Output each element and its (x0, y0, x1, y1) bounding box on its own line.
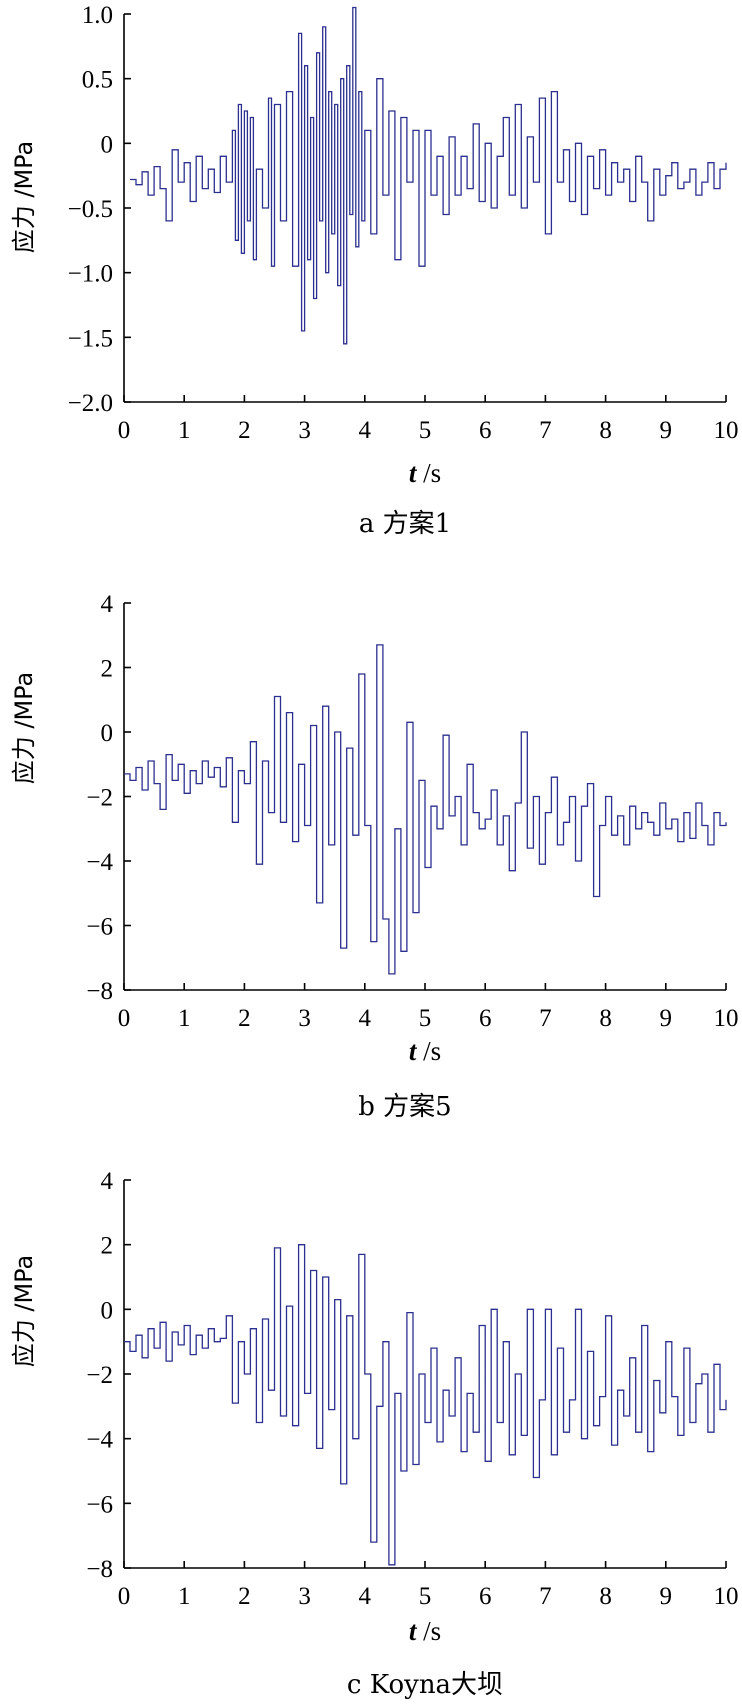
x-tick-label: 3 (298, 417, 311, 444)
x-tick-label: 8 (599, 1005, 612, 1032)
x-tick-label: 0 (118, 1005, 131, 1032)
y-tick-label: −1.0 (68, 261, 113, 288)
x-tick-label: 9 (660, 1005, 673, 1032)
panel-caption: a 方案1 (359, 509, 451, 539)
y-tick-label: −4 (86, 849, 113, 876)
x-tick-label: 3 (298, 1583, 311, 1610)
x-axis-unit: /s (416, 1616, 441, 1646)
y-tick-label: −2 (86, 1362, 113, 1389)
panel-a: 应力 /MPa t /s a 方案1 1.0 0.5 0 −0.5 −1.0 −1.5 −2… (10, 2, 739, 539)
y-axis-label: 应力 /MPa (10, 141, 38, 254)
x-tick-label: 7 (539, 1005, 552, 1032)
x-tick-label: 0 (118, 417, 131, 444)
x-tick-label: 6 (479, 1583, 492, 1610)
stress-series-line (124, 644, 727, 975)
x-tick-label: 8 (599, 1583, 612, 1610)
x-tick-label: 10 (714, 1583, 739, 1610)
y-tick-label: −2 (86, 785, 113, 812)
y-tick-label: −6 (86, 1491, 113, 1518)
x-tick-label: 2 (238, 1005, 251, 1032)
y-tick-label: −1.5 (68, 325, 113, 352)
x-axis-unit: /s (416, 1036, 441, 1066)
x-tick-label: 0 (118, 1583, 131, 1610)
x-tick-label: 7 (539, 1583, 552, 1610)
y-tick-label: 2 (101, 656, 114, 683)
panel-b: 应力 /MPa t /s b 方案5 420−2−4−6−80 1 2 3 4 5 6 7 8 9… (10, 591, 739, 1122)
x-tick-label: 2 (238, 417, 251, 444)
x-axis-variable: t (409, 1036, 418, 1066)
x-tick-label: 5 (419, 417, 432, 444)
y-tick-label: 4 (101, 1168, 114, 1195)
y-tick-label: 0.5 (82, 67, 113, 94)
x-tick-label: 9 (660, 417, 673, 444)
x-tick-label: 10 (714, 1005, 739, 1032)
y-tick-label: 0 (101, 131, 114, 158)
x-tick-label: 5 (419, 1005, 432, 1032)
x-axis-variable: t (409, 1616, 418, 1646)
x-tick-label: 5 (419, 1583, 432, 1610)
y-tick-label: −6 (86, 914, 113, 941)
stress-series-line (130, 6, 727, 345)
y-tick-label: 0 (101, 720, 114, 747)
x-axis-label: t /s (409, 458, 441, 488)
x-tick-label: 8 (599, 417, 612, 444)
y-tick-label: 2 (101, 1233, 114, 1260)
panel-caption: c Koyna大坝 (347, 1670, 503, 1700)
x-tick-label: 4 (359, 417, 372, 444)
x-tick-label: 4 (359, 1583, 372, 1610)
x-tick-label: 10 (714, 417, 739, 444)
y-tick-label: 0 (101, 1297, 114, 1324)
y-tick-label: 1.0 (82, 2, 113, 29)
y-tick-label: −8 (86, 978, 113, 1005)
x-tick-label: 3 (298, 1005, 311, 1032)
panel-c: 应力 /MPa t /s c Koyna大坝 420−2−4−6−80 1 2 3 4 5… (10, 1168, 739, 1700)
x-axis-label: t /s (409, 1036, 441, 1066)
y-tick-label: −0.5 (68, 196, 113, 223)
x-tick-label: 9 (660, 1583, 673, 1610)
y-axis-label: 应力 /MPa (10, 672, 38, 785)
y-tick-label: −2.0 (68, 390, 113, 417)
panel-caption: b 方案5 (358, 1092, 451, 1122)
x-tick-label: 6 (479, 417, 492, 444)
x-axis-label: t /s (409, 1616, 441, 1646)
x-tick-label: 7 (539, 417, 552, 444)
stress-series-line (124, 1244, 727, 1566)
y-tick-label: −8 (86, 1556, 113, 1583)
x-tick-label: 1 (178, 1005, 191, 1032)
x-tick-label: 6 (479, 1005, 492, 1032)
x-tick-label: 1 (178, 1583, 191, 1610)
x-axis-variable: t (409, 458, 418, 488)
x-tick-label: 2 (238, 1583, 251, 1610)
y-tick-label: −4 (86, 1427, 113, 1454)
y-axis-label: 应力 /MPa (10, 1255, 38, 1368)
x-tick-label: 1 (178, 417, 191, 444)
x-axis-unit: /s (416, 458, 441, 488)
y-tick-label: 4 (101, 591, 114, 618)
x-tick-label: 4 (359, 1005, 372, 1032)
